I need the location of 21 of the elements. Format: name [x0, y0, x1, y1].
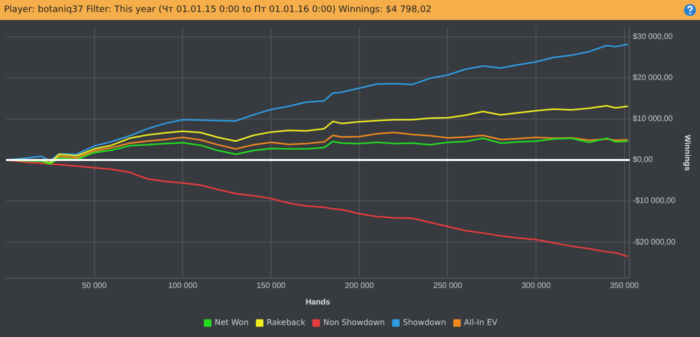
x-tick-label: 100 000: [168, 280, 198, 290]
x-tick-label: 200 000: [344, 280, 374, 290]
y-tick-label: $0,00: [632, 155, 654, 164]
y-axis-title: Winnings: [682, 134, 692, 172]
chart-title: Player: botaniq37 Filter: This year (Чт 01.01.15 0:00 to Пт 01.01.16 0:00) Winnings: $4 798,02: [4, 5, 432, 15]
y-tick-label: $20 000,00: [632, 73, 674, 82]
y-tick-label: -$20 000,00: [632, 237, 676, 246]
x-axis-title: Hands: [306, 297, 331, 306]
x-tick-label: 150 000: [256, 280, 286, 290]
x-tick-label: 350 000: [610, 280, 640, 290]
x-tick-label: 250 000: [433, 280, 463, 290]
legend-label: Showdown: [402, 318, 446, 328]
y-tick-label: -$10 000,00: [632, 196, 676, 206]
legend-label: Net Won: [214, 318, 249, 328]
x-tick-label: 50 000: [82, 280, 108, 290]
y-tick-label: $10 000,00: [632, 114, 674, 124]
legend-label: Rakeback: [266, 318, 306, 328]
legend-label: All-In EV: [464, 318, 498, 328]
y-tick-label: $30 000,00: [632, 32, 674, 42]
x-tick-label: 300 000: [522, 280, 552, 290]
legend-label: Non Showdown: [323, 318, 385, 328]
